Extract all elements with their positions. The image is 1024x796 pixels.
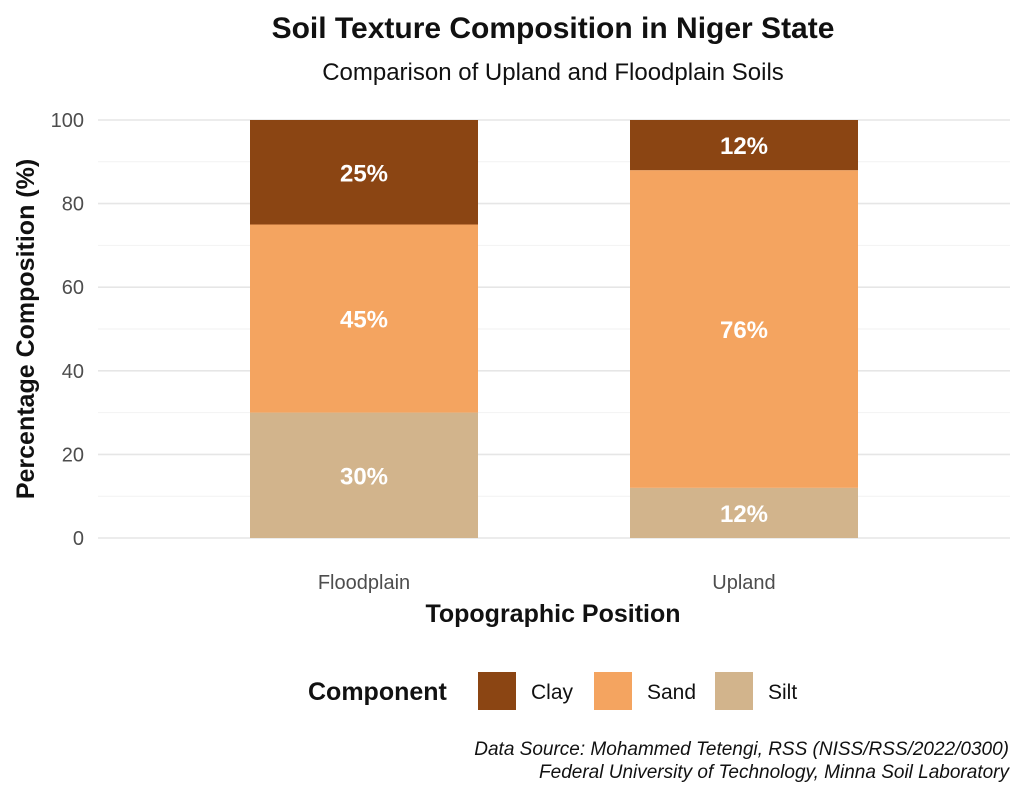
legend-label-clay: Clay [531, 681, 574, 704]
y-tick-label: 0 [73, 528, 84, 550]
x-axis-title: Topographic Position [425, 600, 680, 628]
legend-swatch-clay [478, 672, 516, 710]
x-axis-ticks: Floodplain Upland [318, 572, 776, 594]
caption-line-1: Data Source: Mohammed Tetengi, RSS (NISS… [474, 739, 1009, 760]
legend-label-silt: Silt [768, 681, 797, 704]
legend-swatch-sand [594, 672, 632, 710]
chart-title: Soil Texture Composition in Niger State [272, 12, 835, 45]
y-tick-label: 60 [62, 277, 84, 299]
data-label-silt: 30% [340, 463, 388, 490]
data-label-sand: 45% [340, 307, 388, 334]
data-label-silt: 12% [720, 501, 768, 528]
bar-segment-silt [250, 412, 478, 538]
bar-segment-sand [630, 170, 858, 488]
legend: Component Clay Sand Silt [308, 672, 797, 710]
y-axis-title: Percentage Composition (%) [12, 159, 40, 499]
bar-segment-clay [250, 120, 478, 225]
legend-swatch-silt [715, 672, 753, 710]
x-tick-label: Floodplain [318, 572, 410, 594]
grid-lines [98, 119, 1010, 539]
y-tick-label: 40 [62, 361, 84, 383]
bars: 30% 45% 25% 12% 76% 12% [250, 120, 858, 538]
data-label-clay: 12% [720, 133, 768, 160]
x-tick-label: Upland [712, 572, 775, 594]
bar-segment-clay [630, 120, 858, 171]
chart-subtitle: Comparison of Upland and Floodplain Soil… [322, 59, 784, 86]
bar-segment-silt [630, 487, 858, 538]
caption-line-2: Federal University of Technology, Minna … [539, 762, 1010, 783]
bar-segment-sand [250, 224, 478, 413]
legend-label-sand: Sand [647, 681, 696, 704]
y-tick-label: 80 [62, 194, 84, 216]
legend-title: Component [308, 678, 448, 706]
data-label-sand: 76% [720, 317, 768, 344]
y-axis-ticks: 0 20 40 60 80 100 [51, 110, 84, 550]
y-tick-label: 100 [51, 110, 84, 132]
y-tick-label: 20 [62, 444, 84, 466]
data-label-clay: 25% [340, 160, 388, 187]
